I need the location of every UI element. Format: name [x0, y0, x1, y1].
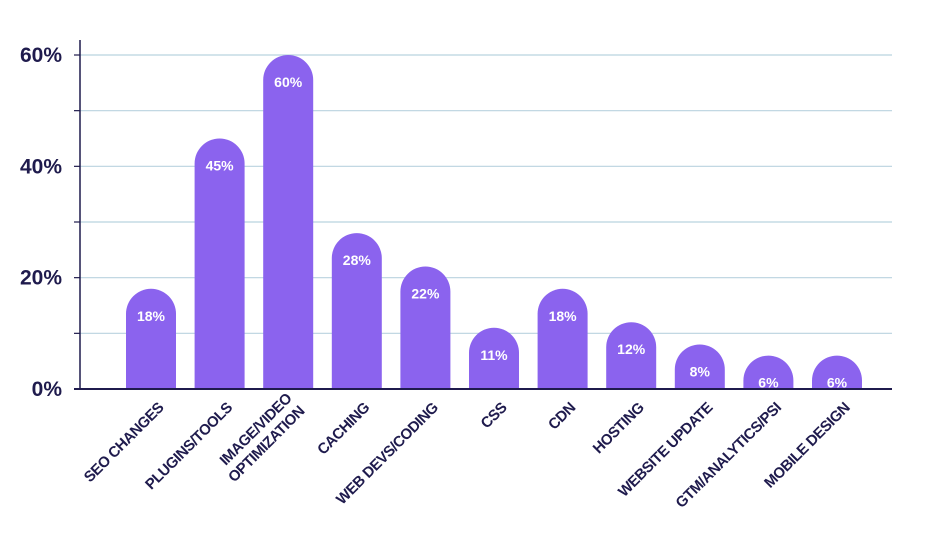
data-label: 18%: [549, 308, 578, 324]
y-tick-label: 60%: [20, 44, 62, 67]
data-label: 11%: [480, 347, 508, 363]
bar: [743, 355, 794, 389]
bar: [400, 266, 451, 389]
y-tick-labels: 0% 20% 40% 60%: [20, 44, 62, 401]
bar: [812, 355, 862, 389]
x-tick-label-line: CACHING: [314, 399, 373, 458]
y-tick-label: 0%: [32, 378, 63, 401]
bar: [537, 288, 588, 389]
bar: [263, 54, 314, 389]
data-label: 28%: [343, 252, 372, 268]
bar: [606, 322, 657, 389]
x-tick-label-line: CDN: [545, 399, 579, 433]
x-tick-label: CACHING: [314, 399, 373, 458]
data-label: 45%: [206, 158, 235, 174]
data-label: 60%: [274, 74, 303, 90]
bar: [194, 138, 245, 389]
bars: 18% 45% 60% 28% 22% 11% 18% 12% 8% 6% 6%: [126, 54, 862, 391]
y-tick-label: 20%: [20, 267, 62, 290]
axes: [74, 40, 892, 390]
x-tick-label: CSS: [478, 399, 511, 432]
data-label: 22%: [411, 286, 440, 302]
x-tick-label: CDN: [545, 399, 579, 433]
x-tick-labels: SEO CHANGESPLUGINS/TOOLSIMAGE/VIDEOOPTIM…: [81, 390, 854, 512]
bar: [126, 288, 176, 389]
data-label: 18%: [137, 308, 166, 324]
y-axis-minor-ticks: [74, 54, 80, 390]
bar: [331, 233, 382, 389]
bar: [674, 344, 725, 389]
data-label: 6%: [758, 375, 779, 391]
data-label: 6%: [827, 375, 848, 391]
x-tick-label-line: HOSTING: [590, 399, 648, 457]
bar: [469, 327, 519, 389]
data-label: 8%: [690, 363, 711, 379]
x-tick-label: HOSTING: [590, 399, 648, 457]
y-tick-label: 40%: [20, 155, 62, 178]
x-tick-label-line: CSS: [478, 399, 511, 432]
data-label: 12%: [617, 341, 646, 357]
